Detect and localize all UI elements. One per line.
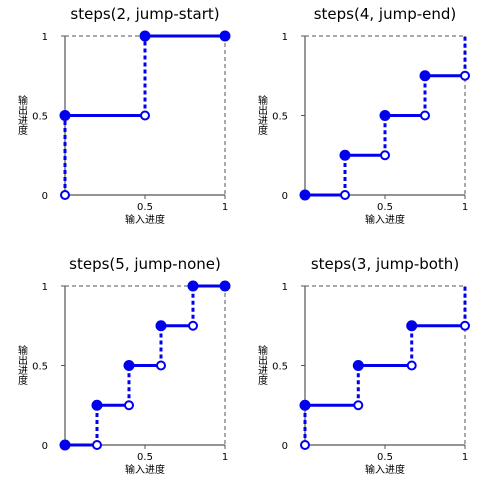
closed-point [379,110,391,121]
x-tick-label: 0.5 [377,202,393,213]
y-axis-label: 输出进度 [256,94,268,136]
chart-svg: steps(5, jump-none) 1 0.5 0 0.5 1 输入进度 输出进度 [16,255,231,476]
x-tick-label: 0.5 [137,202,153,213]
chart-panel-jump-none: steps(5, jump-none) 1 0.5 0 0.5 1 输入进度 输出进度 [0,250,240,500]
closed-point [339,149,351,161]
chart-title: steps(5, jump-none) [69,255,221,273]
chart-panel-jump-end: steps(4, jump-end) 1 0.5 0 0.5 1 输入进度 输出进度 [240,0,480,250]
y-tick-label: 1 [282,282,288,293]
y-tick-label: 0.5 [272,362,288,373]
y-tick-label: 1 [282,32,288,43]
chart-title: steps(4, jump-end) [314,5,457,23]
closed-point [352,360,364,371]
closed-point [299,189,311,201]
y-axis-label: 输出进度 [16,344,28,386]
closed-point [219,30,231,42]
y-tick-label: 1 [42,32,48,43]
y-tick-label: 0.5 [32,362,48,373]
closed-point [123,360,135,371]
x-tick-label: 0.5 [137,452,153,463]
open-point [156,360,166,371]
x-axis-label: 输入进度 [125,213,165,226]
open-point [460,320,470,331]
chart-svg: steps(2, jump-start) 1 0.5 0 0.5 1 输入进度 输出进度 [16,5,231,226]
closed-point [299,399,311,411]
closed-point [419,70,431,82]
open-point [420,110,430,121]
x-axis-label: 输入进度 [365,213,405,226]
x-axis-label: 输入进度 [365,463,405,476]
open-point [460,70,470,81]
x-tick-label: 1 [462,202,468,213]
y-axis-label: 输出进度 [16,94,28,136]
y-tick-label: 0.5 [272,112,288,123]
closed-point [155,320,167,332]
open-point [406,360,417,371]
y-tick-label: 0 [282,191,288,202]
chart-svg: steps(3, jump-both) 1 0.5 0 0.5 1 输入进度 输出进度 [256,255,470,476]
open-point [380,150,390,161]
open-point [124,400,134,411]
open-point [188,320,198,331]
closed-point [187,280,199,292]
chart-title: steps(3, jump-both) [311,255,459,273]
y-tick-label: 1 [42,282,48,293]
closed-point [139,30,151,42]
x-tick-label: 1 [222,452,228,463]
closed-point [219,280,231,292]
x-tick-label: 1 [462,452,468,463]
open-point [140,110,150,121]
chart-title: steps(2, jump-start) [70,5,219,23]
closed-point [91,399,103,411]
chart-panel-jump-start: steps(2, jump-start) 1 0.5 0 0.5 1 输入进度 输出进度 [0,0,240,250]
x-tick-label: 0.5 [377,452,393,463]
open-point [340,190,350,200]
x-tick-label: 1 [222,202,228,213]
closed-point [406,320,418,332]
y-tick-label: 0 [42,441,48,452]
open-point [60,190,70,200]
chart-panel-jump-both: steps(3, jump-both) 1 0.5 0 0.5 1 输入进度 输出进度 [240,250,480,500]
open-point [300,440,310,450]
y-tick-label: 0.5 [32,112,48,123]
chart-svg: steps(4, jump-end) 1 0.5 0 0.5 1 输入进度 输出进度 [256,5,470,226]
closed-point [59,439,71,451]
closed-point [59,110,71,121]
open-point [92,440,102,450]
y-axis-label: 输出进度 [256,344,268,386]
x-axis-label: 输入进度 [125,463,165,476]
open-point [353,400,364,411]
y-tick-label: 0 [282,441,288,452]
y-tick-label: 0 [42,191,48,202]
